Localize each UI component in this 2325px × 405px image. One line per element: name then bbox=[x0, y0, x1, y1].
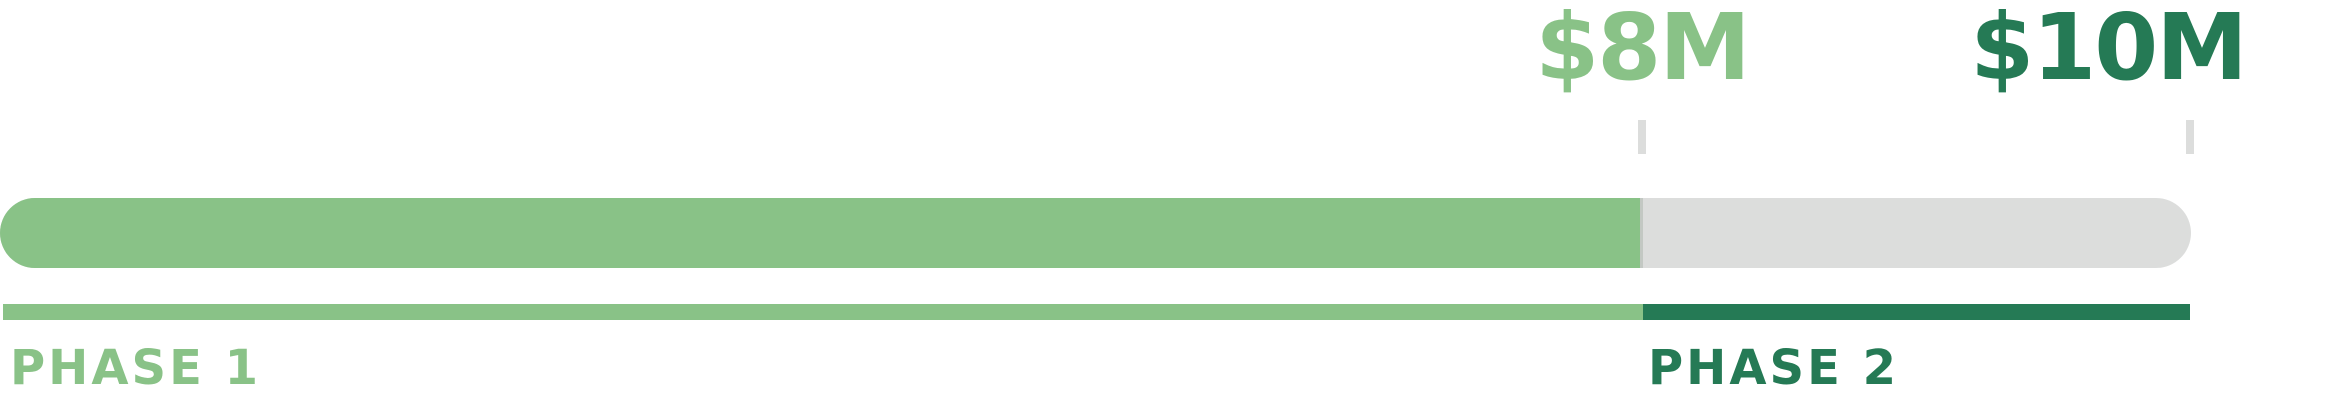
phase-line-segment-2 bbox=[1643, 304, 2190, 320]
phase-line bbox=[3, 304, 2190, 320]
milestone-tick-10m bbox=[2186, 120, 2194, 154]
milestone-amount-8m: $8M bbox=[1535, 0, 1751, 101]
milestone-amount-10m: $10M bbox=[1970, 0, 2248, 101]
phase-2-label: PHASE 2 bbox=[1648, 340, 1899, 396]
progress-track bbox=[0, 198, 2191, 268]
progress-fill bbox=[0, 198, 1644, 268]
milestone-tick-8m bbox=[1638, 120, 1646, 154]
phase-1-label: PHASE 1 bbox=[10, 340, 261, 396]
